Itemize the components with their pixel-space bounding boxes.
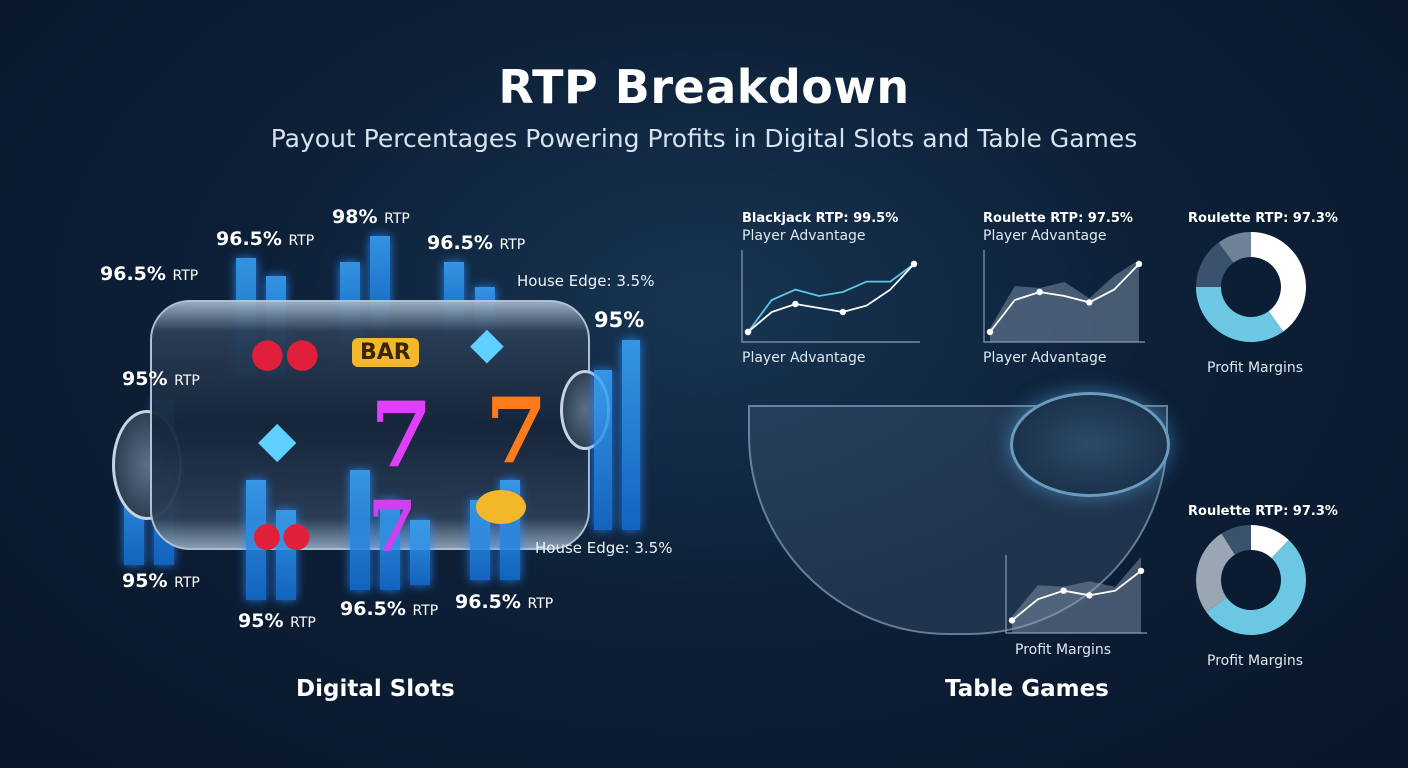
house-edge-label: House Edge: 3.5%: [535, 539, 673, 557]
chart-axis: [983, 250, 1145, 343]
chart-point: [1086, 299, 1093, 306]
donut-slice: [1218, 232, 1251, 263]
chart-point: [839, 308, 847, 316]
donut-slice: [1196, 287, 1284, 342]
donut-label: Profit Margins: [1207, 360, 1304, 376]
cherry-icon: ●●: [250, 330, 320, 376]
diamond-icon: ◆: [258, 410, 297, 468]
donut-slice: [1251, 232, 1306, 332]
house-edge-label: House Edge: 3.5%: [517, 272, 655, 290]
rtp-label: 96.5% RTP: [427, 232, 526, 254]
rtp-label: 98% RTP: [332, 206, 410, 228]
donut-slice: [1206, 539, 1306, 635]
rtp-label: 96.5% RTP: [100, 263, 199, 285]
donut-slice: [1196, 242, 1234, 287]
rtp-label: 96.5% RTP: [455, 591, 554, 613]
chart-xlabel: Profit Margins: [1015, 642, 1112, 658]
rtp-label: 96.5% RTP: [216, 228, 315, 250]
diamond-icon: ◆: [470, 318, 504, 369]
chart-point: [744, 328, 752, 336]
chart-point: [910, 260, 918, 268]
chart-xlabel: Player Advantage: [742, 350, 866, 366]
rtp-label: 95% RTP: [122, 368, 200, 390]
chart-axis: [1005, 555, 1147, 634]
rtp-label: 96.5% RTP: [340, 598, 439, 620]
donut-slice: [1221, 525, 1251, 555]
chart-line: [1011, 570, 1142, 622]
chart-xlabel: Player Advantage: [983, 350, 1107, 366]
chart-point: [1036, 288, 1043, 296]
donut-slice: [1251, 525, 1289, 559]
rtp-label: 95%: [594, 308, 645, 332]
chart-subtitle: Player Advantage: [983, 228, 1107, 244]
chart-area: [990, 260, 1139, 342]
page-subtitle: Payout Percentages Powering Profits in D…: [270, 124, 1138, 153]
chart-subtitle: Player Advantage: [742, 228, 866, 244]
chart-line: [747, 263, 915, 333]
section-label-digital-slots: Digital Slots: [296, 676, 455, 702]
chart-title: Roulette RTP: 97.5%: [983, 211, 1133, 226]
section-label-table-games: Table Games: [945, 676, 1109, 702]
seven-symbol: 7: [485, 378, 548, 484]
chart-point: [792, 300, 799, 308]
cherry-icon: ●●: [252, 515, 312, 555]
chart-line: [989, 263, 1140, 333]
chart-point: [986, 328, 994, 336]
seven-symbol: 7: [370, 382, 433, 488]
chart-point: [1008, 617, 1016, 624]
chart-area: [1012, 556, 1141, 633]
bar-symbol: BAR: [352, 338, 419, 367]
chart-line: [747, 263, 915, 333]
chart-axis: [741, 250, 920, 343]
donut-label: Profit Margins: [1207, 653, 1304, 669]
donut-slice: [1195, 533, 1235, 613]
chart-point: [1137, 567, 1145, 575]
donut-title: Roulette RTP: 97.3%: [1188, 504, 1338, 519]
chart-title: Blackjack RTP: 99.5%: [742, 211, 899, 226]
rtp-label: 95% RTP: [238, 610, 316, 632]
chart-point: [1135, 260, 1143, 268]
seven-symbol: 7: [368, 485, 417, 568]
donut-title: Roulette RTP: 97.3%: [1188, 211, 1338, 226]
page-title: RTP Breakdown: [498, 60, 910, 114]
chart-point: [1060, 587, 1067, 594]
roulette-wheel-illustration: [1010, 392, 1170, 497]
chart-point: [1086, 592, 1093, 599]
rtp-label: 95% RTP: [122, 570, 200, 592]
coin-seven-symbol: [476, 490, 526, 524]
